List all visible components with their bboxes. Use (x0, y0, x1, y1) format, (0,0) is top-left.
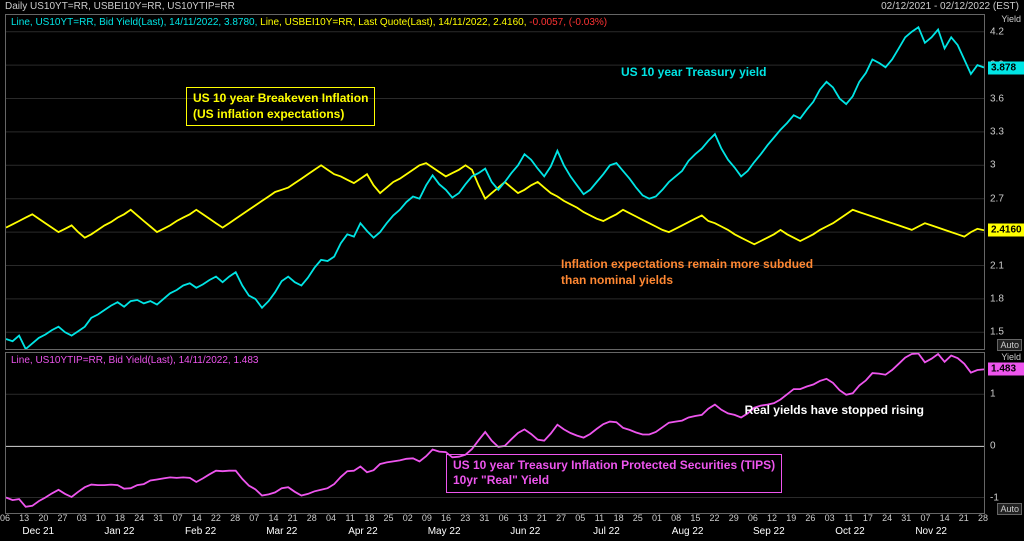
xtick-month: Apr 22 (348, 526, 377, 537)
xtick-day: 17 (863, 513, 873, 523)
xtick-month: Jul 22 (593, 526, 620, 537)
xtick-day: 12 (767, 513, 777, 523)
xtick-day: 14 (192, 513, 202, 523)
value-flag-breakeven: 2.4160 (988, 224, 1024, 237)
xtick-day: 31 (153, 513, 163, 523)
ytick-top: 2.7 (990, 193, 1020, 204)
xtick-day: 29 (729, 513, 739, 523)
annotation-treasury-label: US 10 year Treasury yield (621, 65, 766, 81)
xtick-month: Dec 21 (22, 526, 54, 537)
xtick-day: 05 (575, 513, 585, 523)
xtick-day: 07 (920, 513, 930, 523)
annotation-subdued-label: Inflation expectations remain more subdu… (561, 257, 813, 288)
xtick-day: 27 (58, 513, 68, 523)
xtick-day: 14 (268, 513, 278, 523)
xtick-day: 06 (499, 513, 509, 523)
xtick-month: May 22 (428, 526, 461, 537)
chart-svg-top (6, 15, 984, 349)
xtick-day: 28 (978, 513, 988, 523)
xtick-day: 22 (211, 513, 221, 523)
xtick-day: 25 (384, 513, 394, 523)
xtick-day: 25 (633, 513, 643, 523)
yaxis-title-bottom: Yield (1001, 352, 1021, 362)
auto-scale-bottom[interactable]: Auto (997, 503, 1022, 515)
ytick-top: 3.6 (990, 93, 1020, 104)
xtick-day: 23 (460, 513, 470, 523)
xtick-day: 11 (346, 513, 355, 523)
xtick-day: 26 (805, 513, 815, 523)
xtick-day: 19 (786, 513, 796, 523)
xtick-month: Feb 22 (185, 526, 216, 537)
xtick-day: 21 (959, 513, 969, 523)
xtick-day: 18 (115, 513, 125, 523)
xtick-day: 20 (38, 513, 48, 523)
xtick-day: 28 (230, 513, 240, 523)
ytick-top: 1.8 (990, 293, 1020, 304)
annotation-tips-label: US 10 year Treasury Inflation Protected … (446, 454, 782, 493)
xtick-day: 03 (77, 513, 87, 523)
xtick-day: 16 (441, 513, 451, 523)
xtick-day: 06 (748, 513, 758, 523)
ytick-top: 2.1 (990, 260, 1020, 271)
xtick-day: 21 (537, 513, 547, 523)
xtick-day: 10 (96, 513, 106, 523)
xtick-day: 14 (940, 513, 950, 523)
chart-panel-top: Line, US10YT=RR, Bid Yield(Last), 14/11/… (5, 14, 985, 350)
ytick-top: 4.2 (990, 26, 1020, 37)
xtick-day: 18 (364, 513, 374, 523)
xtick-day: 13 (518, 513, 528, 523)
xtick-day: 18 (614, 513, 624, 523)
xtick-day: 31 (901, 513, 911, 523)
header-date-range: 02/12/2021 - 02/12/2022 (EST) (881, 0, 1019, 14)
ytick-bottom: -1 (990, 492, 1020, 503)
xtick-day: 06 (0, 513, 10, 523)
annotation-breakeven-label: US 10 year Breakeven Inflation(US inflat… (186, 87, 375, 126)
xtick-month: Jun 22 (510, 526, 540, 537)
yaxis-title-top: Yield (1001, 14, 1021, 24)
xtick-day: 22 (710, 513, 720, 523)
ytick-top: 3 (990, 160, 1020, 171)
xtick-day: 11 (595, 513, 604, 523)
chart-panel-bottom: Line, US10YTIP=RR, Bid Yield(Last), 14/1… (5, 352, 985, 514)
xtick-day: 07 (249, 513, 259, 523)
xtick-day: 27 (556, 513, 566, 523)
xtick-day: 21 (288, 513, 298, 523)
xtick-day: 04 (326, 513, 336, 523)
ytick-top: 3.3 (990, 126, 1020, 137)
annotation-stopped-rising: Real yields have stopped rising (745, 403, 924, 419)
xtick-day: 28 (307, 513, 317, 523)
xtick-month: Sep 22 (753, 526, 785, 537)
xtick-day: 31 (479, 513, 489, 523)
xtick-day: 24 (134, 513, 144, 523)
ytick-bottom: 0 (990, 440, 1020, 451)
xtick-month: Jan 22 (104, 526, 134, 537)
ytick-bottom: 1 (990, 389, 1020, 400)
xtick-day: 02 (403, 513, 413, 523)
auto-scale-top[interactable]: Auto (997, 339, 1022, 351)
xtick-day: 07 (173, 513, 183, 523)
xtick-day: 09 (422, 513, 432, 523)
zero-line (6, 446, 984, 447)
xtick-day: 03 (825, 513, 835, 523)
xtick-day: 01 (652, 513, 662, 523)
xtick-month: Nov 22 (915, 526, 947, 537)
xtick-day: 11 (844, 513, 853, 523)
xtick-day: 13 (19, 513, 29, 523)
x-axis: 06 13 20 27 03 10 18 24 31 07 14 22 28 07 14 21 28 04 11 18… (5, 513, 983, 541)
xtick-month: Aug 22 (672, 526, 704, 537)
xtick-day: 24 (882, 513, 892, 523)
value-flag-tips: 1.483 (988, 363, 1024, 376)
header-instruments: Daily US10YT=RR, USBEI10Y=RR, US10YTIP=R… (0, 0, 1024, 14)
ytick-top: 1.5 (990, 327, 1020, 338)
xtick-day: 15 (690, 513, 700, 523)
xtick-month: Oct 22 (835, 526, 864, 537)
value-flag-treasury: 3.878 (988, 61, 1024, 74)
xtick-day: 08 (671, 513, 681, 523)
xtick-month: Mar 22 (266, 526, 297, 537)
